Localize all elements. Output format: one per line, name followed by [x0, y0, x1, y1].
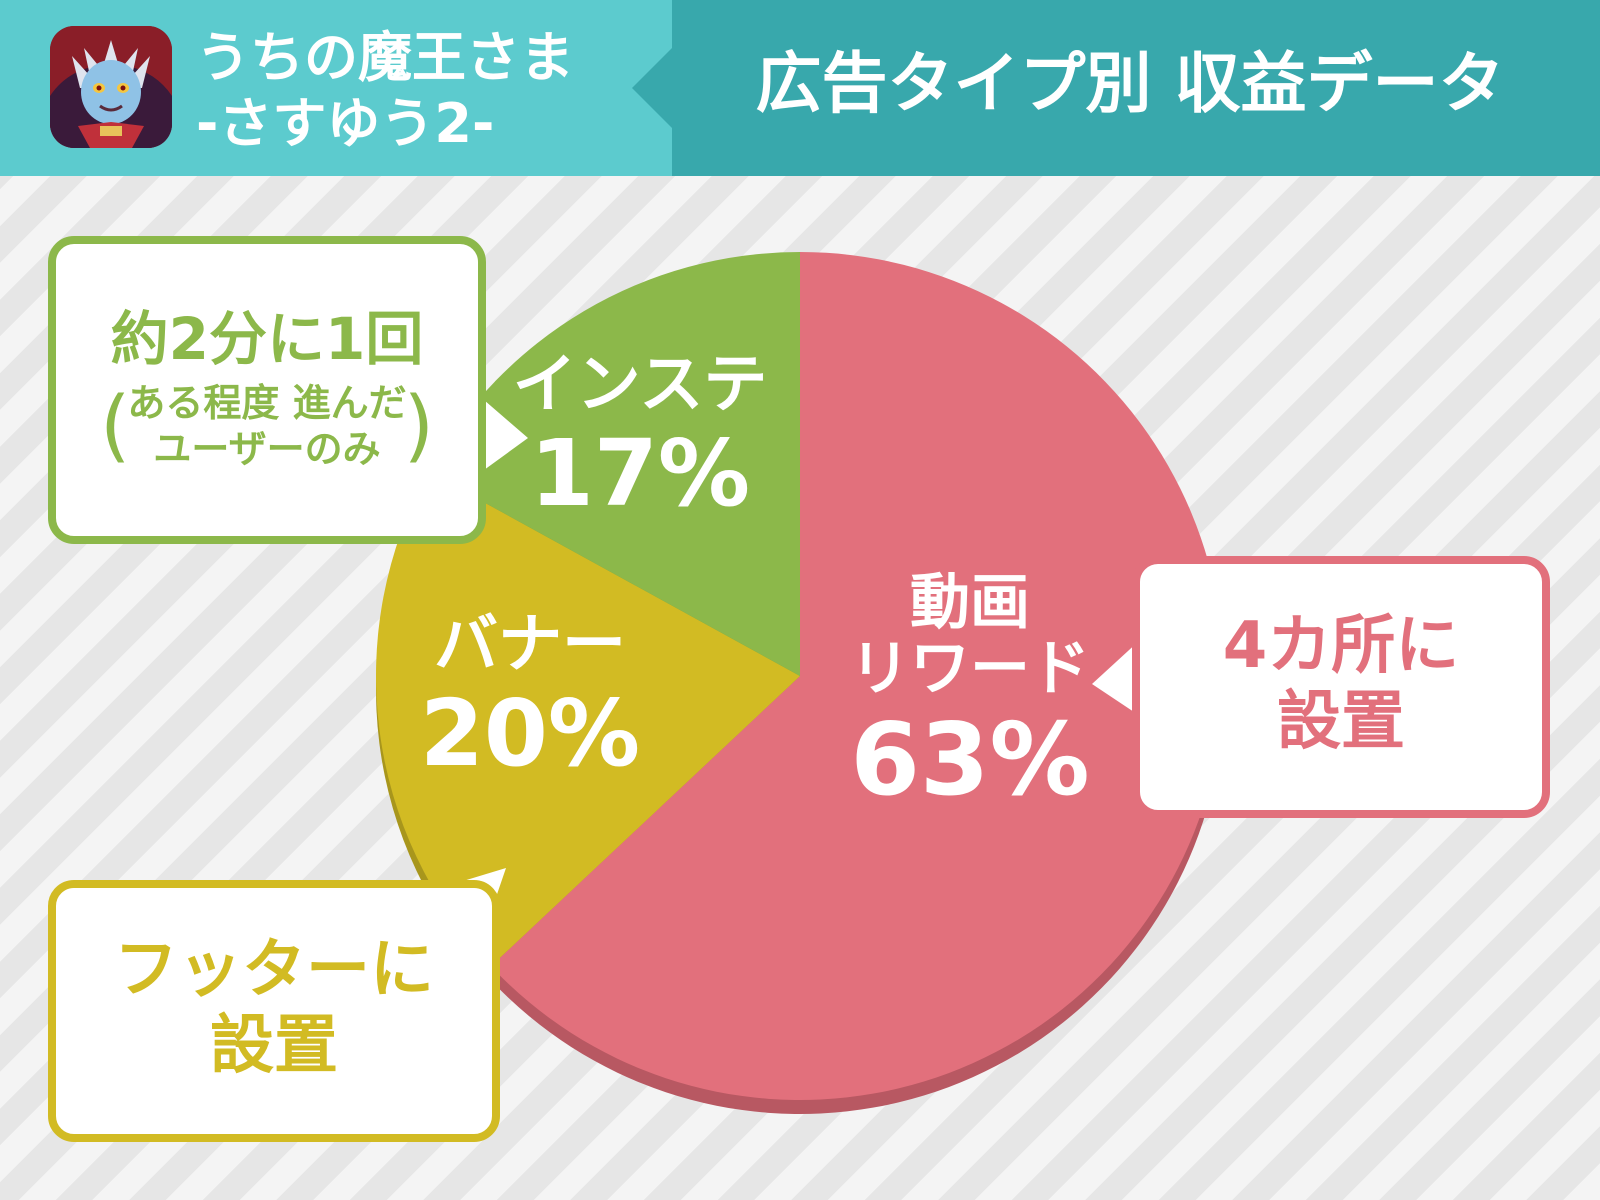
callout-interstitial-line2: ある程度 進んだ — [127, 381, 407, 425]
demon-lord-character-icon — [50, 26, 172, 148]
slice-name-video-reward-line1: 動画 — [910, 568, 1030, 638]
slice-name-interstitial: インステ — [512, 348, 768, 422]
callout-video-reward-line2: 設置 — [1277, 685, 1405, 759]
callout-interstitial-line3: ユーザーのみ — [153, 427, 381, 471]
slice-name-video-reward-line2: リワード — [850, 634, 1090, 704]
page-title: 広告タイプ別 収益データ — [755, 45, 1505, 122]
callout-banner-line2: 設置 — [210, 1009, 338, 1083]
slice-value-interstitial: 17% — [529, 420, 751, 527]
slice-value-banner: 20% — [419, 680, 641, 787]
app-name-line1: うちの魔王さま — [196, 26, 574, 89]
callout-interstitial: 約2分に1回 ( ある程度 進んだ ユーザーのみ ) — [48, 236, 486, 544]
slice-label-interstitial: インステ 17% — [480, 348, 800, 526]
slice-label-video-reward: 動画 リワード 63% — [780, 570, 1160, 818]
callout-video-reward: 4カ所に 設置 — [1132, 556, 1550, 818]
callout-video-reward-line1: 4カ所に — [1222, 609, 1460, 683]
app-icon — [50, 26, 172, 148]
callout-video-reward-pointer-fill — [1092, 640, 1140, 716]
slice-name-banner: バナー — [434, 608, 626, 682]
pie-slice-video-reward — [490, 252, 1224, 1100]
app-name-line2: -さすゆう2- — [196, 92, 495, 155]
header-arrow-notch — [632, 48, 672, 128]
callout-banner: フッターに 設置 — [48, 880, 500, 1142]
slice-value-video-reward: 63% — [850, 701, 1090, 818]
pie-slice-banner — [375, 471, 800, 967]
callout-interstitial-paren-open: ( — [100, 381, 131, 471]
callout-interstitial-paren-close: ) — [403, 381, 434, 471]
callout-banner-line1: フッターに — [114, 933, 434, 1007]
pie-slice-interstitial — [428, 252, 800, 676]
header-bar — [0, 0, 1600, 176]
slice-label-banner: バナー 20% — [370, 608, 690, 786]
callout-interstitial-pointer-fill — [484, 400, 528, 470]
callout-interstitial-line1: 約2分に1回 — [110, 305, 424, 373]
